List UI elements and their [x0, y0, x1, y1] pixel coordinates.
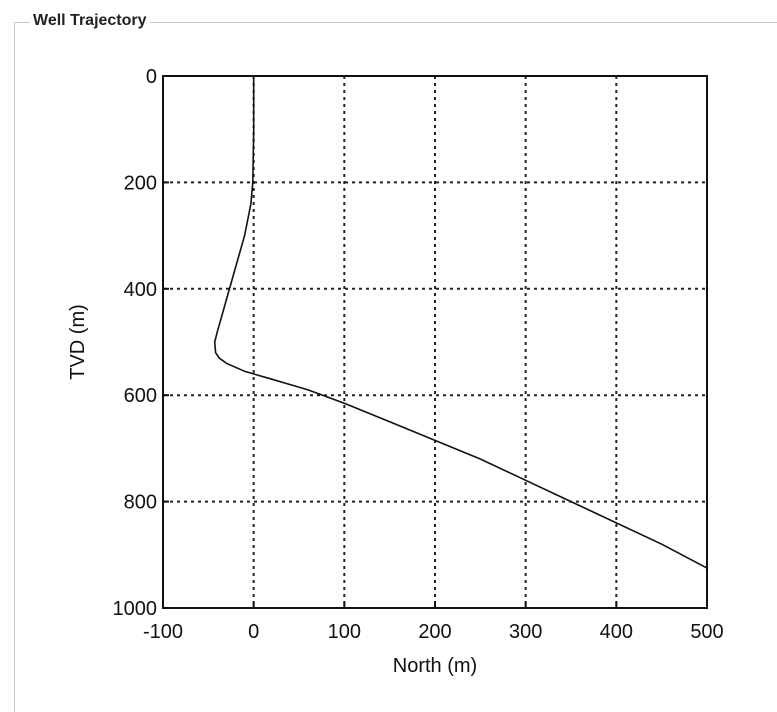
x-tick-label: 0 [248, 621, 259, 643]
y-axis-label: TVD (m) [67, 304, 89, 380]
well-trajectory-groupbox [14, 22, 777, 712]
x-axis-label: North (m) [393, 655, 477, 677]
groupbox-title: Well Trajectory [30, 11, 150, 31]
x-tick-label: 400 [600, 621, 633, 643]
x-tick-label: -100 [143, 621, 183, 643]
axis-ticks: -100 0 100 200 300 400 500 0 200 400 600 800 1000 [113, 66, 724, 643]
y-tick-label: 600 [124, 385, 157, 407]
grid-lines [163, 75, 708, 608]
y-tick-label: 0 [146, 66, 157, 88]
y-tick-label: 200 [124, 172, 157, 194]
x-tick-label: 300 [509, 621, 542, 643]
x-tick-label: 100 [328, 621, 361, 643]
x-tick-label: 500 [690, 621, 723, 643]
y-tick-label: 400 [124, 279, 157, 301]
y-tick-label: 1000 [113, 598, 158, 620]
y-tick-label: 800 [124, 492, 157, 514]
trajectory-line [213, 76, 708, 569]
x-tick-label: 200 [418, 621, 451, 643]
